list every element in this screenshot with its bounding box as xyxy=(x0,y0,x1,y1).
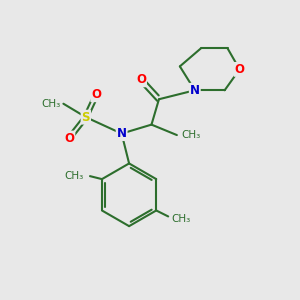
Text: CH₃: CH₃ xyxy=(171,214,190,224)
Text: S: S xyxy=(82,111,90,124)
Text: N: N xyxy=(117,127,127,140)
Text: O: O xyxy=(235,63,244,76)
Text: O: O xyxy=(91,88,101,101)
Text: O: O xyxy=(64,132,74,145)
Text: O: O xyxy=(136,73,146,86)
Text: N: N xyxy=(190,84,200,97)
Text: CH₃: CH₃ xyxy=(41,99,60,109)
Text: CH₃: CH₃ xyxy=(65,171,84,181)
Text: CH₃: CH₃ xyxy=(182,130,201,140)
